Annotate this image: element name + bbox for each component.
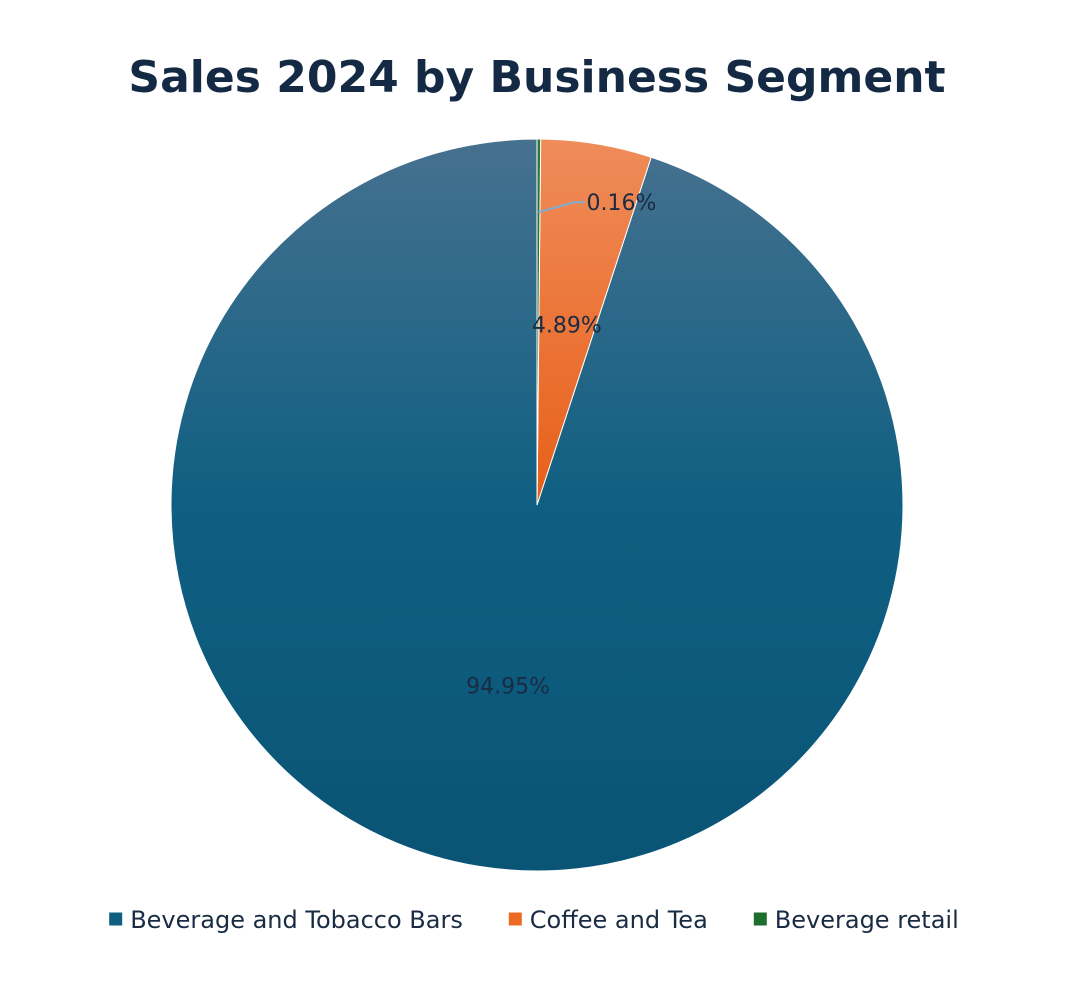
- legend-item-beverage-retail: Beverage retail: [753, 906, 959, 934]
- data-labels: 94.95% 4.89% 0.16%: [466, 191, 656, 700]
- legend-item-coffee-and-tea: Coffee and Tea: [508, 906, 708, 934]
- legend-swatch-beverage-retail: [753, 912, 767, 926]
- leader-lines: [538, 201, 585, 214]
- legend-label-beverage-and-tobacco-bars: Beverage and Tobacco Bars: [130, 906, 463, 934]
- data-label-coffee-and-tea: 4.89%: [532, 313, 602, 338]
- pie-slice-beverage-retail: [536, 138, 542, 506]
- chart-title: Sales 2024 by Business Segment: [128, 52, 945, 103]
- legend-label-coffee-and-tea: Coffee and Tea: [530, 906, 708, 934]
- leader-line-beverage-retail: [538, 201, 585, 214]
- pie-slices: [170, 138, 904, 872]
- legend-swatch-coffee-and-tea: [508, 912, 522, 926]
- legend: Beverage and Tobacco Bars Coffee and Tea B…: [109, 906, 959, 934]
- legend-item-beverage-and-tobacco-bars: Beverage and Tobacco Bars: [109, 906, 463, 934]
- data-label-beverage-and-tobacco-bars: 94.95%: [466, 675, 550, 700]
- legend-swatch-beverage-and-tobacco-bars: [109, 912, 123, 926]
- data-label-beverage-retail: 0.16%: [587, 191, 657, 216]
- legend-label-beverage-retail: Beverage retail: [775, 906, 959, 934]
